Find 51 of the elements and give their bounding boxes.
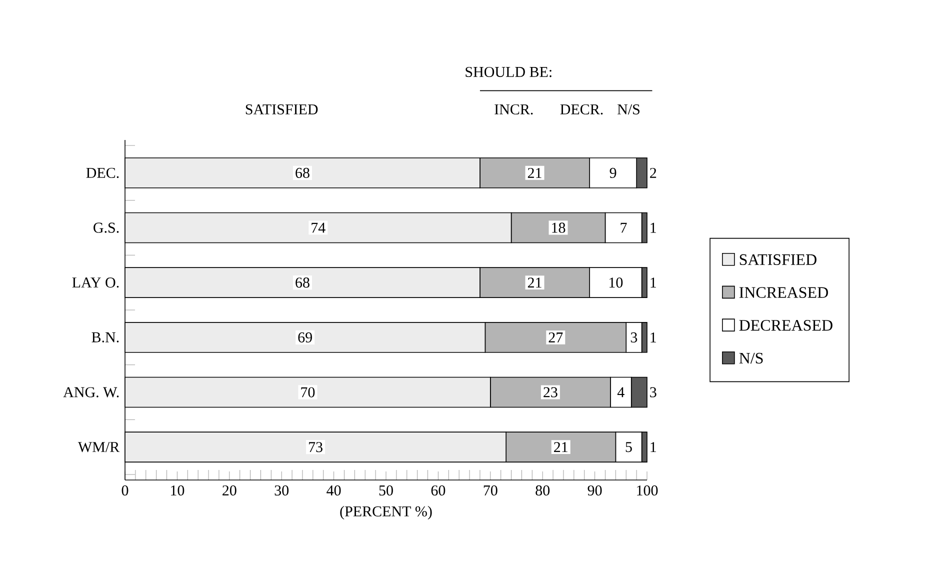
x-tick-label: 10 bbox=[171, 485, 184, 496]
data-label: 21 bbox=[528, 168, 542, 178]
x-tick-label: 20 bbox=[222, 485, 236, 496]
legend-label: INCREASED bbox=[739, 287, 828, 298]
y-tick-label: ANG. W. bbox=[63, 387, 119, 398]
y-tick-label: LAY O. bbox=[72, 278, 119, 288]
data-label: 10 bbox=[610, 278, 623, 288]
data-label: 21 bbox=[528, 278, 542, 288]
x-tick-label: 90 bbox=[588, 485, 602, 496]
legend-label: N/S bbox=[739, 352, 763, 364]
data-label: 4 bbox=[617, 387, 624, 398]
data-label: 3 bbox=[650, 387, 656, 398]
text: DECR. bbox=[560, 104, 603, 114]
x-axis-title: (PERCENT %) bbox=[340, 506, 432, 520]
data-label: 21 bbox=[554, 442, 568, 452]
data-label: 2 bbox=[650, 168, 656, 178]
x-tick-label: 80 bbox=[536, 485, 550, 496]
data-label: 68 bbox=[296, 278, 310, 288]
data-label: 5 bbox=[626, 442, 632, 452]
data-label: 7 bbox=[620, 222, 627, 233]
data-label: 74 bbox=[312, 222, 326, 233]
data-label: 23 bbox=[544, 387, 558, 398]
data-label: 3 bbox=[630, 332, 638, 342]
data-label: 18 bbox=[552, 222, 566, 233]
legend-label: SATISFIED bbox=[740, 254, 816, 266]
data-label: 1 bbox=[650, 222, 656, 233]
x-tick-label: 100 bbox=[637, 485, 658, 496]
y-tick-label: WM/R bbox=[78, 442, 120, 452]
data-label: 68 bbox=[296, 168, 310, 178]
text: SHOULD BE: bbox=[466, 66, 552, 78]
data-label: 69 bbox=[298, 332, 312, 342]
y-tick-label: B.N. bbox=[92, 332, 119, 342]
data-label: 70 bbox=[301, 387, 315, 398]
data-label: 1 bbox=[650, 278, 656, 288]
text: N/S bbox=[618, 104, 640, 114]
text: SATISFIED bbox=[246, 104, 318, 114]
x-tick-label: 0 bbox=[122, 485, 128, 496]
data-label: 73 bbox=[309, 442, 322, 452]
x-tick-label: 50 bbox=[379, 485, 393, 496]
x-tick-label: 30 bbox=[274, 485, 289, 496]
legend-label: DECREASED bbox=[739, 320, 832, 331]
data-label: 1 bbox=[650, 442, 656, 452]
x-tick-label: 40 bbox=[326, 485, 341, 496]
x-tick-label: 60 bbox=[431, 485, 446, 496]
text: INCR. bbox=[494, 104, 533, 114]
data-label: 9 bbox=[610, 168, 616, 178]
x-tick-label: 70 bbox=[484, 485, 498, 496]
y-tick-label: DEC. bbox=[86, 168, 119, 178]
y-tick-label: G.S. bbox=[94, 222, 119, 233]
data-label: 1 bbox=[650, 332, 656, 342]
data-label: 27 bbox=[548, 332, 563, 342]
